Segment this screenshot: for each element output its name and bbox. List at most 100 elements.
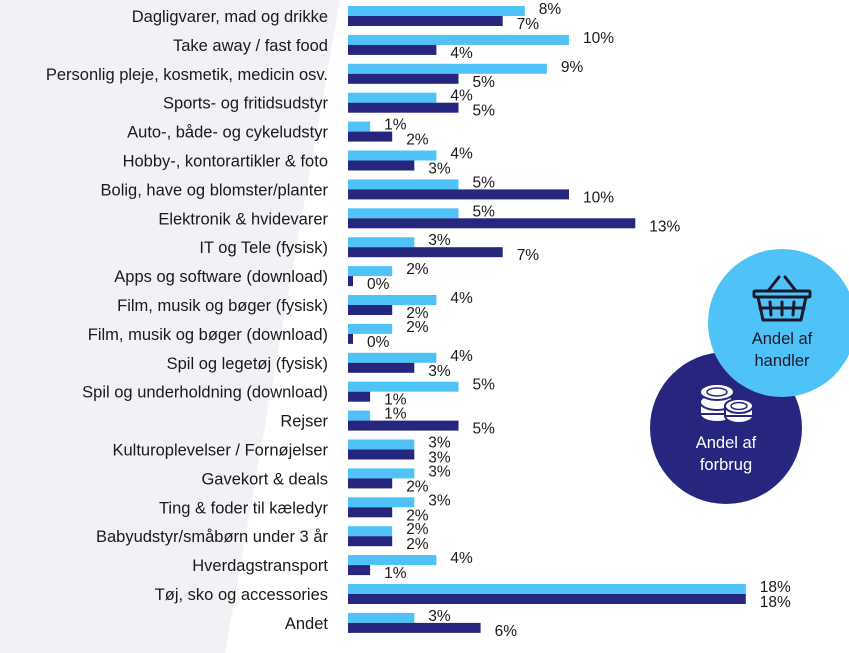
value-label-forbrug: 3%: [428, 363, 451, 380]
category-label: Elektronik & hvidevarer: [158, 210, 328, 228]
value-label-handler: 1%: [384, 406, 407, 423]
bar-andel-af-forbrug: [348, 44, 437, 55]
value-label-handler: 1%: [384, 117, 407, 134]
category-label: IT og Tele (fysisk): [199, 239, 328, 257]
bar-andel-af-forbrug: [348, 276, 353, 287]
value-label-forbrug: 18%: [760, 594, 791, 611]
value-label-handler: 5%: [473, 174, 496, 191]
category-label: Hobby-, kontorartikler & foto: [123, 153, 328, 171]
bar-andel-af-handler: [348, 34, 569, 45]
value-label-forbrug: 2%: [406, 536, 429, 553]
value-label-forbrug: 10%: [583, 189, 614, 206]
bar-andel-af-handler: [348, 468, 415, 479]
value-label-handler: 4%: [450, 146, 473, 163]
legend-andel-af-handler: Andel af handler: [708, 249, 849, 397]
category-label: Tøj, sko og accessories: [155, 586, 328, 604]
bar-andel-af-handler: [348, 150, 437, 161]
value-label-handler: 3%: [428, 608, 451, 625]
bar-andel-af-forbrug: [348, 449, 415, 460]
bar-andel-af-handler: [348, 584, 746, 594]
bar-andel-af-handler: [348, 6, 525, 16]
value-label-forbrug: 2%: [406, 507, 429, 524]
value-label-handler: 9%: [561, 59, 584, 76]
value-label-handler: 5%: [473, 377, 496, 394]
bar-andel-af-forbrug: [348, 333, 353, 344]
value-label-forbrug: 7%: [517, 247, 540, 264]
legend-forbrug-line1: Andel af: [695, 434, 757, 452]
category-label: Apps og software (download): [114, 268, 328, 286]
value-label-handler: 3%: [428, 492, 451, 509]
value-label-handler: 4%: [450, 550, 473, 567]
value-label-handler: 3%: [428, 232, 451, 249]
bar-andel-af-handler: [348, 410, 371, 421]
bar-andel-af-forbrug: [348, 131, 393, 142]
bar-andel-af-forbrug: [348, 391, 371, 402]
legend-forbrug-line2: forbrug: [699, 456, 753, 474]
bar-andel-af-handler: [348, 121, 371, 132]
category-label: Spil og underholdning (download): [82, 384, 328, 402]
bar-andel-af-handler: [348, 439, 415, 450]
basket-icon: [752, 275, 812, 322]
bar-andel-af-handler: [348, 179, 459, 190]
value-label-forbrug: 6%: [495, 623, 518, 640]
value-label-forbrug: 5%: [473, 421, 496, 438]
value-label-handler: 4%: [450, 88, 473, 105]
value-label-forbrug: 5%: [473, 103, 496, 120]
bar-andel-af-handler: [348, 92, 437, 103]
bar-andel-af-handler: [348, 208, 459, 219]
category-label: Film, musik og bøger (download): [88, 326, 328, 344]
bar-andel-af-handler: [348, 63, 547, 74]
category-label: Kulturoplevelser / Fornøjelser: [113, 442, 329, 460]
category-label: Bolig, have og blomster/planter: [101, 181, 329, 199]
value-label-forbrug: 2%: [406, 132, 429, 149]
bar-andel-af-handler: [348, 266, 393, 277]
category-label: Ting & foder til kæledyr: [159, 499, 329, 517]
value-label-handler: 2%: [406, 261, 429, 278]
category-label: Spil og legetøj (fysisk): [167, 355, 328, 373]
bar-andel-af-forbrug: [348, 478, 393, 489]
bar-andel-af-forbrug: [348, 536, 393, 547]
value-label-handler: 2%: [406, 319, 429, 336]
bar-andel-af-forbrug: [348, 622, 481, 633]
bar-andel-af-forbrug: [348, 218, 636, 229]
category-label: Gavekort & deals: [201, 470, 328, 488]
category-label: Andet: [285, 615, 329, 633]
value-label-forbrug: 2%: [406, 478, 429, 495]
bar-andel-af-handler: [348, 352, 437, 363]
category-label: Personlig pleje, kosmetik, medicin osv.: [46, 66, 328, 84]
value-label-forbrug: 1%: [384, 565, 407, 582]
coins-icon: [699, 383, 754, 424]
bar-andel-af-forbrug: [348, 160, 415, 171]
legend-handler-line2: handler: [754, 352, 810, 370]
value-label-forbrug: 0%: [367, 334, 390, 351]
value-label-handler: 8%: [539, 1, 562, 18]
bar-andel-af-forbrug: [348, 594, 746, 604]
bar-andel-af-handler: [348, 612, 415, 623]
category-label: Dagligvarer, mad og drikke: [132, 8, 328, 26]
bar-andel-af-forbrug: [348, 16, 503, 26]
category-label: Hverdagstransport: [192, 557, 328, 575]
bar-andel-af-handler: [348, 381, 459, 392]
bar-andel-af-handler: [348, 323, 393, 334]
value-label-handler: 4%: [450, 348, 473, 365]
bar-andel-af-forbrug: [348, 247, 503, 258]
bar-andel-af-handler: [348, 555, 437, 566]
value-label-handler: 3%: [428, 435, 451, 452]
legend-handler-line1: Andel af: [751, 330, 813, 348]
bar-andel-af-forbrug: [348, 507, 393, 518]
category-label: Babyudstyr/småbørn under 3 år: [96, 528, 329, 546]
bar-andel-af-forbrug: [348, 102, 459, 113]
value-label-handler: 3%: [428, 463, 451, 480]
category-label: Auto-, både- og cykeludstyr: [127, 124, 328, 142]
value-label-forbrug: 3%: [428, 450, 451, 467]
bar-andel-af-forbrug: [348, 362, 415, 373]
value-label-forbrug: 3%: [428, 161, 451, 178]
bar-andel-af-forbrug: [348, 73, 459, 84]
value-label-forbrug: 13%: [649, 218, 680, 235]
category-label: Sports- og fritidsudstyr: [163, 95, 329, 113]
category-label: Film, musik og bøger (fysisk): [117, 297, 328, 315]
value-label-handler: 18%: [760, 579, 791, 596]
bar-andel-af-handler: [348, 497, 415, 508]
value-label-handler: 2%: [406, 521, 429, 538]
